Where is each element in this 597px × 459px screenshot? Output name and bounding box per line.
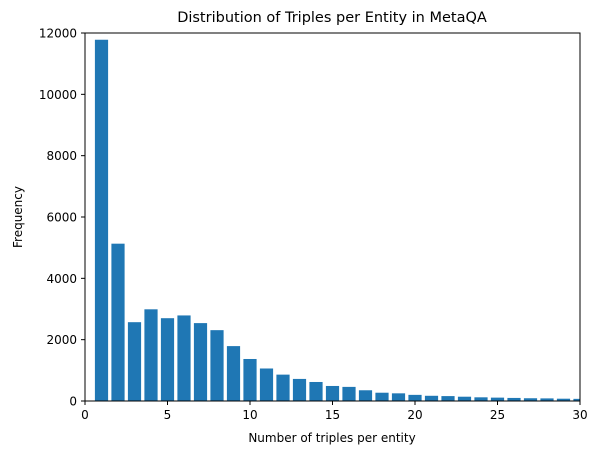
x-tick-label: 30 xyxy=(572,408,587,422)
x-tick-label: 5 xyxy=(164,408,172,422)
bar-5 xyxy=(160,318,175,401)
bar-6 xyxy=(177,315,191,401)
bar-12 xyxy=(276,374,290,401)
bar-11 xyxy=(259,368,274,401)
y-tick-label: 6000 xyxy=(46,211,77,225)
x-tick-label: 20 xyxy=(407,408,422,422)
y-tick-label: 0 xyxy=(69,395,77,409)
y-axis: 0 2000 4000 6000 8000 10000 12000 xyxy=(39,27,85,409)
bar-9 xyxy=(226,346,241,401)
bar-13 xyxy=(292,378,307,401)
bar-27 xyxy=(523,398,538,401)
bar-26 xyxy=(507,397,521,401)
plot-frame xyxy=(84,32,581,402)
bar-23 xyxy=(457,396,472,401)
x-tick-label: 10 xyxy=(242,408,257,422)
y-tick-label: 8000 xyxy=(46,149,77,163)
y-tick-label: 10000 xyxy=(39,88,77,102)
bar-19 xyxy=(391,393,406,401)
bar-25 xyxy=(490,397,505,401)
bar-4 xyxy=(144,309,158,401)
bar-28 xyxy=(540,398,554,401)
bar-29 xyxy=(556,398,571,401)
bar-7 xyxy=(193,323,208,401)
x-axis-label: Number of triples per entity xyxy=(248,431,415,445)
y-axis-label: Frequency xyxy=(11,186,25,248)
bar-10 xyxy=(243,358,257,401)
bar-20 xyxy=(408,394,422,401)
x-tick-label: 0 xyxy=(81,408,89,422)
bar-15 xyxy=(325,385,340,401)
y-tick-label: 4000 xyxy=(46,272,77,286)
bar-14 xyxy=(309,381,323,401)
bar-24 xyxy=(474,397,488,401)
bar-2 xyxy=(111,243,125,401)
bar-21 xyxy=(424,395,439,401)
bar-17 xyxy=(358,390,373,401)
bar-8 xyxy=(210,330,224,401)
bar-16 xyxy=(342,386,356,401)
y-tick-label: 2000 xyxy=(46,333,77,347)
bar-30 xyxy=(573,398,580,401)
bars-layer xyxy=(94,39,580,401)
x-tick-label: 25 xyxy=(490,408,505,422)
bar-18 xyxy=(375,392,389,401)
bar-1 xyxy=(94,39,109,401)
y-tick-label: 12000 xyxy=(39,27,77,41)
bar-3 xyxy=(127,322,142,401)
chart-title: Distribution of Triples per Entity in Me… xyxy=(177,10,487,26)
x-tick-label: 15 xyxy=(325,408,340,422)
bar-22 xyxy=(441,396,455,401)
x-axis: 0 5 10 15 20 25 30 xyxy=(81,401,588,422)
